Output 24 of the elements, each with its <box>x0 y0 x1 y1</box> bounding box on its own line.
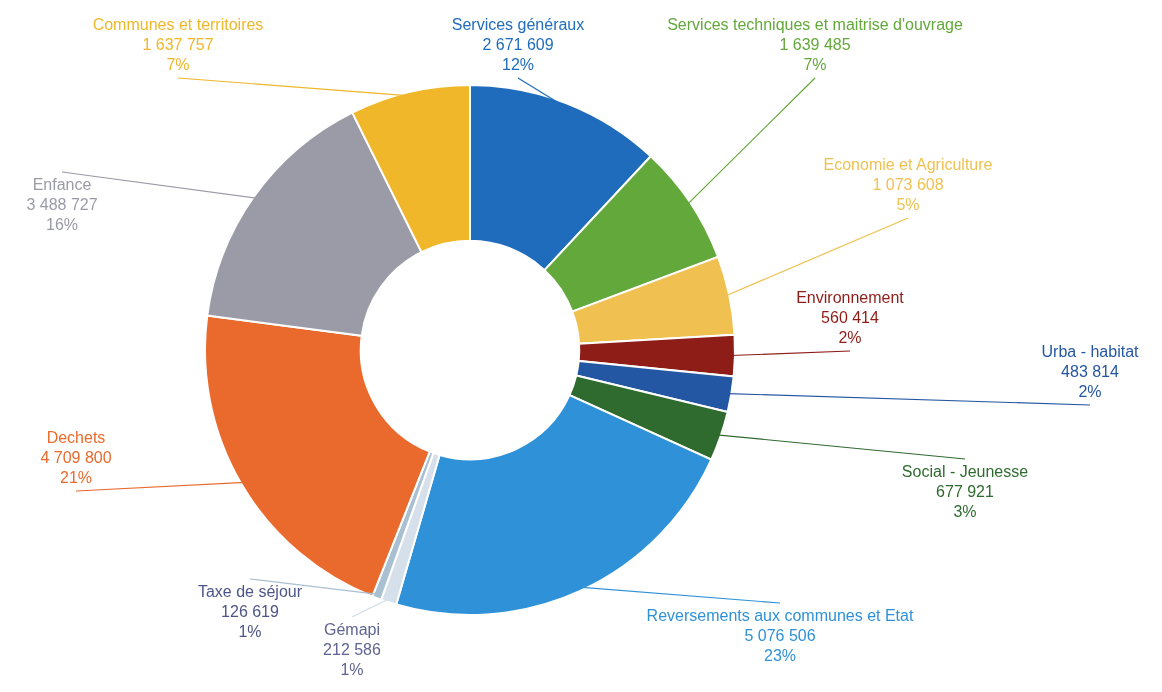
data-label: 1 637 757 7% <box>142 36 214 73</box>
slice-label: Social - Jeunesse <box>901 463 1029 480</box>
data-label: 2 671 609 12% <box>482 36 554 73</box>
data-label: 1 073 608 5% <box>872 176 944 213</box>
slice-label: Services techniques et maitrise d'ouvrage <box>667 16 963 33</box>
data-label: 5 076 506 23% <box>744 627 816 664</box>
data-label: 1 639 485 7% <box>779 36 851 73</box>
slice-label: Urba - habitat <box>1041 343 1140 360</box>
slice-label: Dechets <box>46 429 106 446</box>
data-label: 483 814 2% <box>1061 363 1120 400</box>
slice-label: Reversements aux communes et Etat <box>646 607 914 624</box>
slice-label: Taxe de séjour <box>197 583 303 600</box>
slice-label: Economie et Agriculture <box>823 156 993 173</box>
slice-label: Communes et territoires <box>92 16 264 33</box>
data-label: 560 414 2% <box>821 309 880 346</box>
slice-label: Environnement <box>796 289 905 306</box>
data-label: 4 709 800 21% <box>40 449 112 486</box>
data-label: 126 619 1% <box>221 603 280 640</box>
data-label: 212 586 1% <box>323 641 382 678</box>
data-label: 3 488 727 16% <box>26 196 98 233</box>
data-label: 677 921 3% <box>936 483 995 520</box>
slice-label: Services généraux <box>451 16 585 33</box>
slice-label: Gémapi <box>323 621 381 638</box>
slice-label: Enfance <box>32 176 92 193</box>
